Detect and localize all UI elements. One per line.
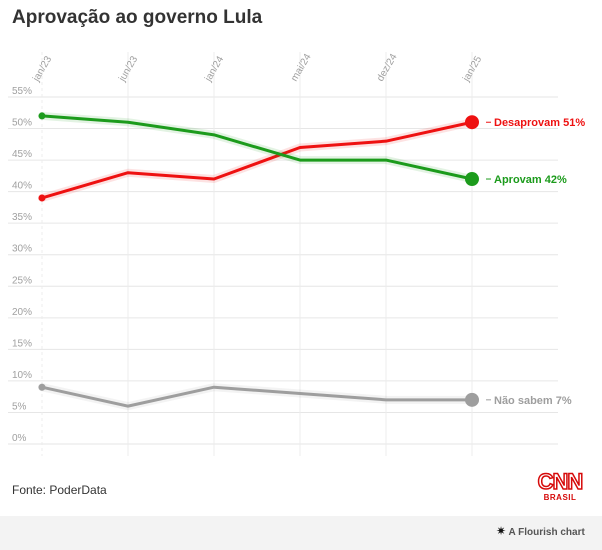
series-start-marker[interactable] bbox=[38, 194, 46, 202]
series-aprovam bbox=[38, 111, 479, 187]
series-line bbox=[40, 114, 474, 181]
series-label-nao_sabem: Não sabem 7% bbox=[494, 395, 572, 407]
series-label-aprovam: Aprovam 42% bbox=[494, 174, 567, 186]
y-tick-label: 25% bbox=[12, 275, 32, 286]
y-tick-label: 55% bbox=[12, 86, 32, 97]
series-line bbox=[40, 385, 474, 408]
y-tick-label: 15% bbox=[12, 338, 32, 349]
series-start-marker[interactable] bbox=[38, 383, 46, 391]
y-tick-label: 10% bbox=[12, 370, 32, 381]
x-tick-label: jan/25 bbox=[461, 54, 485, 84]
chart-title: Aprovação ao governo Lula bbox=[12, 7, 263, 28]
y-tick-label: 40% bbox=[12, 181, 32, 192]
x-tick-label: dez/24 bbox=[375, 52, 400, 84]
flourish-credit-text: A Flourish chart bbox=[508, 527, 585, 538]
y-axis-ticks: 0% 5% 10% 15% 20% 25% 30% 35% 40% 45% 50% 55% bbox=[12, 86, 32, 444]
y-tick-label: 45% bbox=[12, 149, 32, 160]
series-end-marker[interactable] bbox=[465, 172, 479, 187]
series-line bbox=[40, 120, 474, 200]
logo-subtext: BRASIL bbox=[543, 493, 577, 502]
y-tick-label: 30% bbox=[12, 244, 32, 255]
chart-card: Aprovação ao governo Lula jan/23 jun/23 ja… bbox=[0, 0, 602, 516]
y-tick-label: 5% bbox=[12, 401, 27, 412]
line-chart: jan/23 jun/23 jan/24 mai/24 dez/24 jan/25 0% 5… bbox=[8, 52, 585, 456]
x-tick-label: jun/23 bbox=[117, 54, 141, 84]
series-labels: Desaprovam 51% Aprovam 42% Não sabem 7% bbox=[486, 117, 585, 407]
x-tick-label: jan/24 bbox=[203, 54, 227, 84]
series-lines bbox=[38, 111, 479, 411]
flourish-credit-link[interactable]: ✷ A Flourish chart bbox=[496, 524, 585, 538]
x-tick-label: jan/23 bbox=[31, 54, 55, 84]
y-tick-label: 35% bbox=[12, 212, 32, 223]
series-desaprovam bbox=[38, 115, 479, 202]
series-end-marker[interactable] bbox=[465, 115, 479, 130]
y-tick-label: 0% bbox=[12, 433, 27, 444]
x-axis-ticks: jan/23 jun/23 jan/24 mai/24 dez/24 jan/25 bbox=[31, 52, 485, 85]
series-label-desaprovam: Desaprovam 51% bbox=[494, 117, 585, 129]
flourish-star-icon: ✷ bbox=[496, 524, 507, 538]
cnn-brasil-logo: CNN BRASIL bbox=[536, 469, 584, 505]
series-start-marker[interactable] bbox=[38, 112, 46, 120]
series-end-marker[interactable] bbox=[465, 392, 479, 407]
y-tick-label: 20% bbox=[12, 307, 32, 318]
source-note: Fonte: PoderData bbox=[12, 483, 107, 497]
logo-text: CNN bbox=[537, 469, 584, 494]
y-tick-label: 50% bbox=[12, 118, 32, 129]
x-tick-label: mai/24 bbox=[289, 52, 314, 84]
series-nao_sabem bbox=[38, 383, 479, 411]
